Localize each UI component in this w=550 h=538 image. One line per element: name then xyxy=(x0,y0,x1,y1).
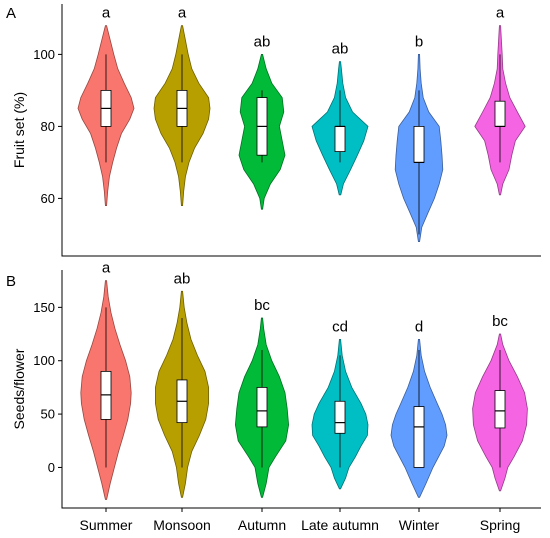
axis-lines xyxy=(61,270,541,509)
y-tick-label: 60 xyxy=(41,191,55,206)
iqr-box xyxy=(334,400,346,434)
axis-lines xyxy=(61,4,541,257)
y-tick-label: 150 xyxy=(33,300,55,315)
y-tick-label: 0 xyxy=(48,460,55,475)
x-tick-label: Late autumn xyxy=(301,517,379,533)
y-axis-label: Fruit set (%) xyxy=(11,92,27,168)
x-tick-label: Monsoon xyxy=(153,517,211,533)
significance-letter: ab xyxy=(332,41,349,58)
significance-letter: d xyxy=(415,318,423,335)
significance-letter: ab xyxy=(174,270,191,287)
significance-letter: ab xyxy=(254,33,271,50)
x-tick-label: Spring xyxy=(480,517,520,533)
significance-letter: cd xyxy=(332,318,348,335)
x-tick-label: Autumn xyxy=(238,517,286,533)
y-tick-label: 80 xyxy=(41,119,55,134)
significance-letter: a xyxy=(102,5,111,22)
iqr-box xyxy=(256,386,268,428)
panel-letter: A xyxy=(6,5,16,22)
significance-letter: b xyxy=(415,33,423,50)
significance-letter: bc xyxy=(492,313,508,330)
iqr-box xyxy=(413,126,425,163)
significance-letter: bc xyxy=(254,297,270,314)
panel-letter: B xyxy=(6,273,16,290)
significance-letter: a xyxy=(496,5,505,22)
significance-letter: a xyxy=(102,260,111,277)
y-tick-label: 100 xyxy=(33,47,55,62)
y-axis-label: Seeds/flower xyxy=(11,348,27,429)
significance-letter: a xyxy=(178,5,187,22)
x-tick-label: Summer xyxy=(80,517,133,533)
y-tick-label: 100 xyxy=(33,353,55,368)
iqr-box xyxy=(413,406,425,468)
y-tick-label: 50 xyxy=(41,407,55,422)
iqr-box xyxy=(494,390,506,429)
iqr-box xyxy=(494,100,506,127)
iqr-box xyxy=(334,126,346,153)
x-tick-label: Winter xyxy=(399,517,440,533)
